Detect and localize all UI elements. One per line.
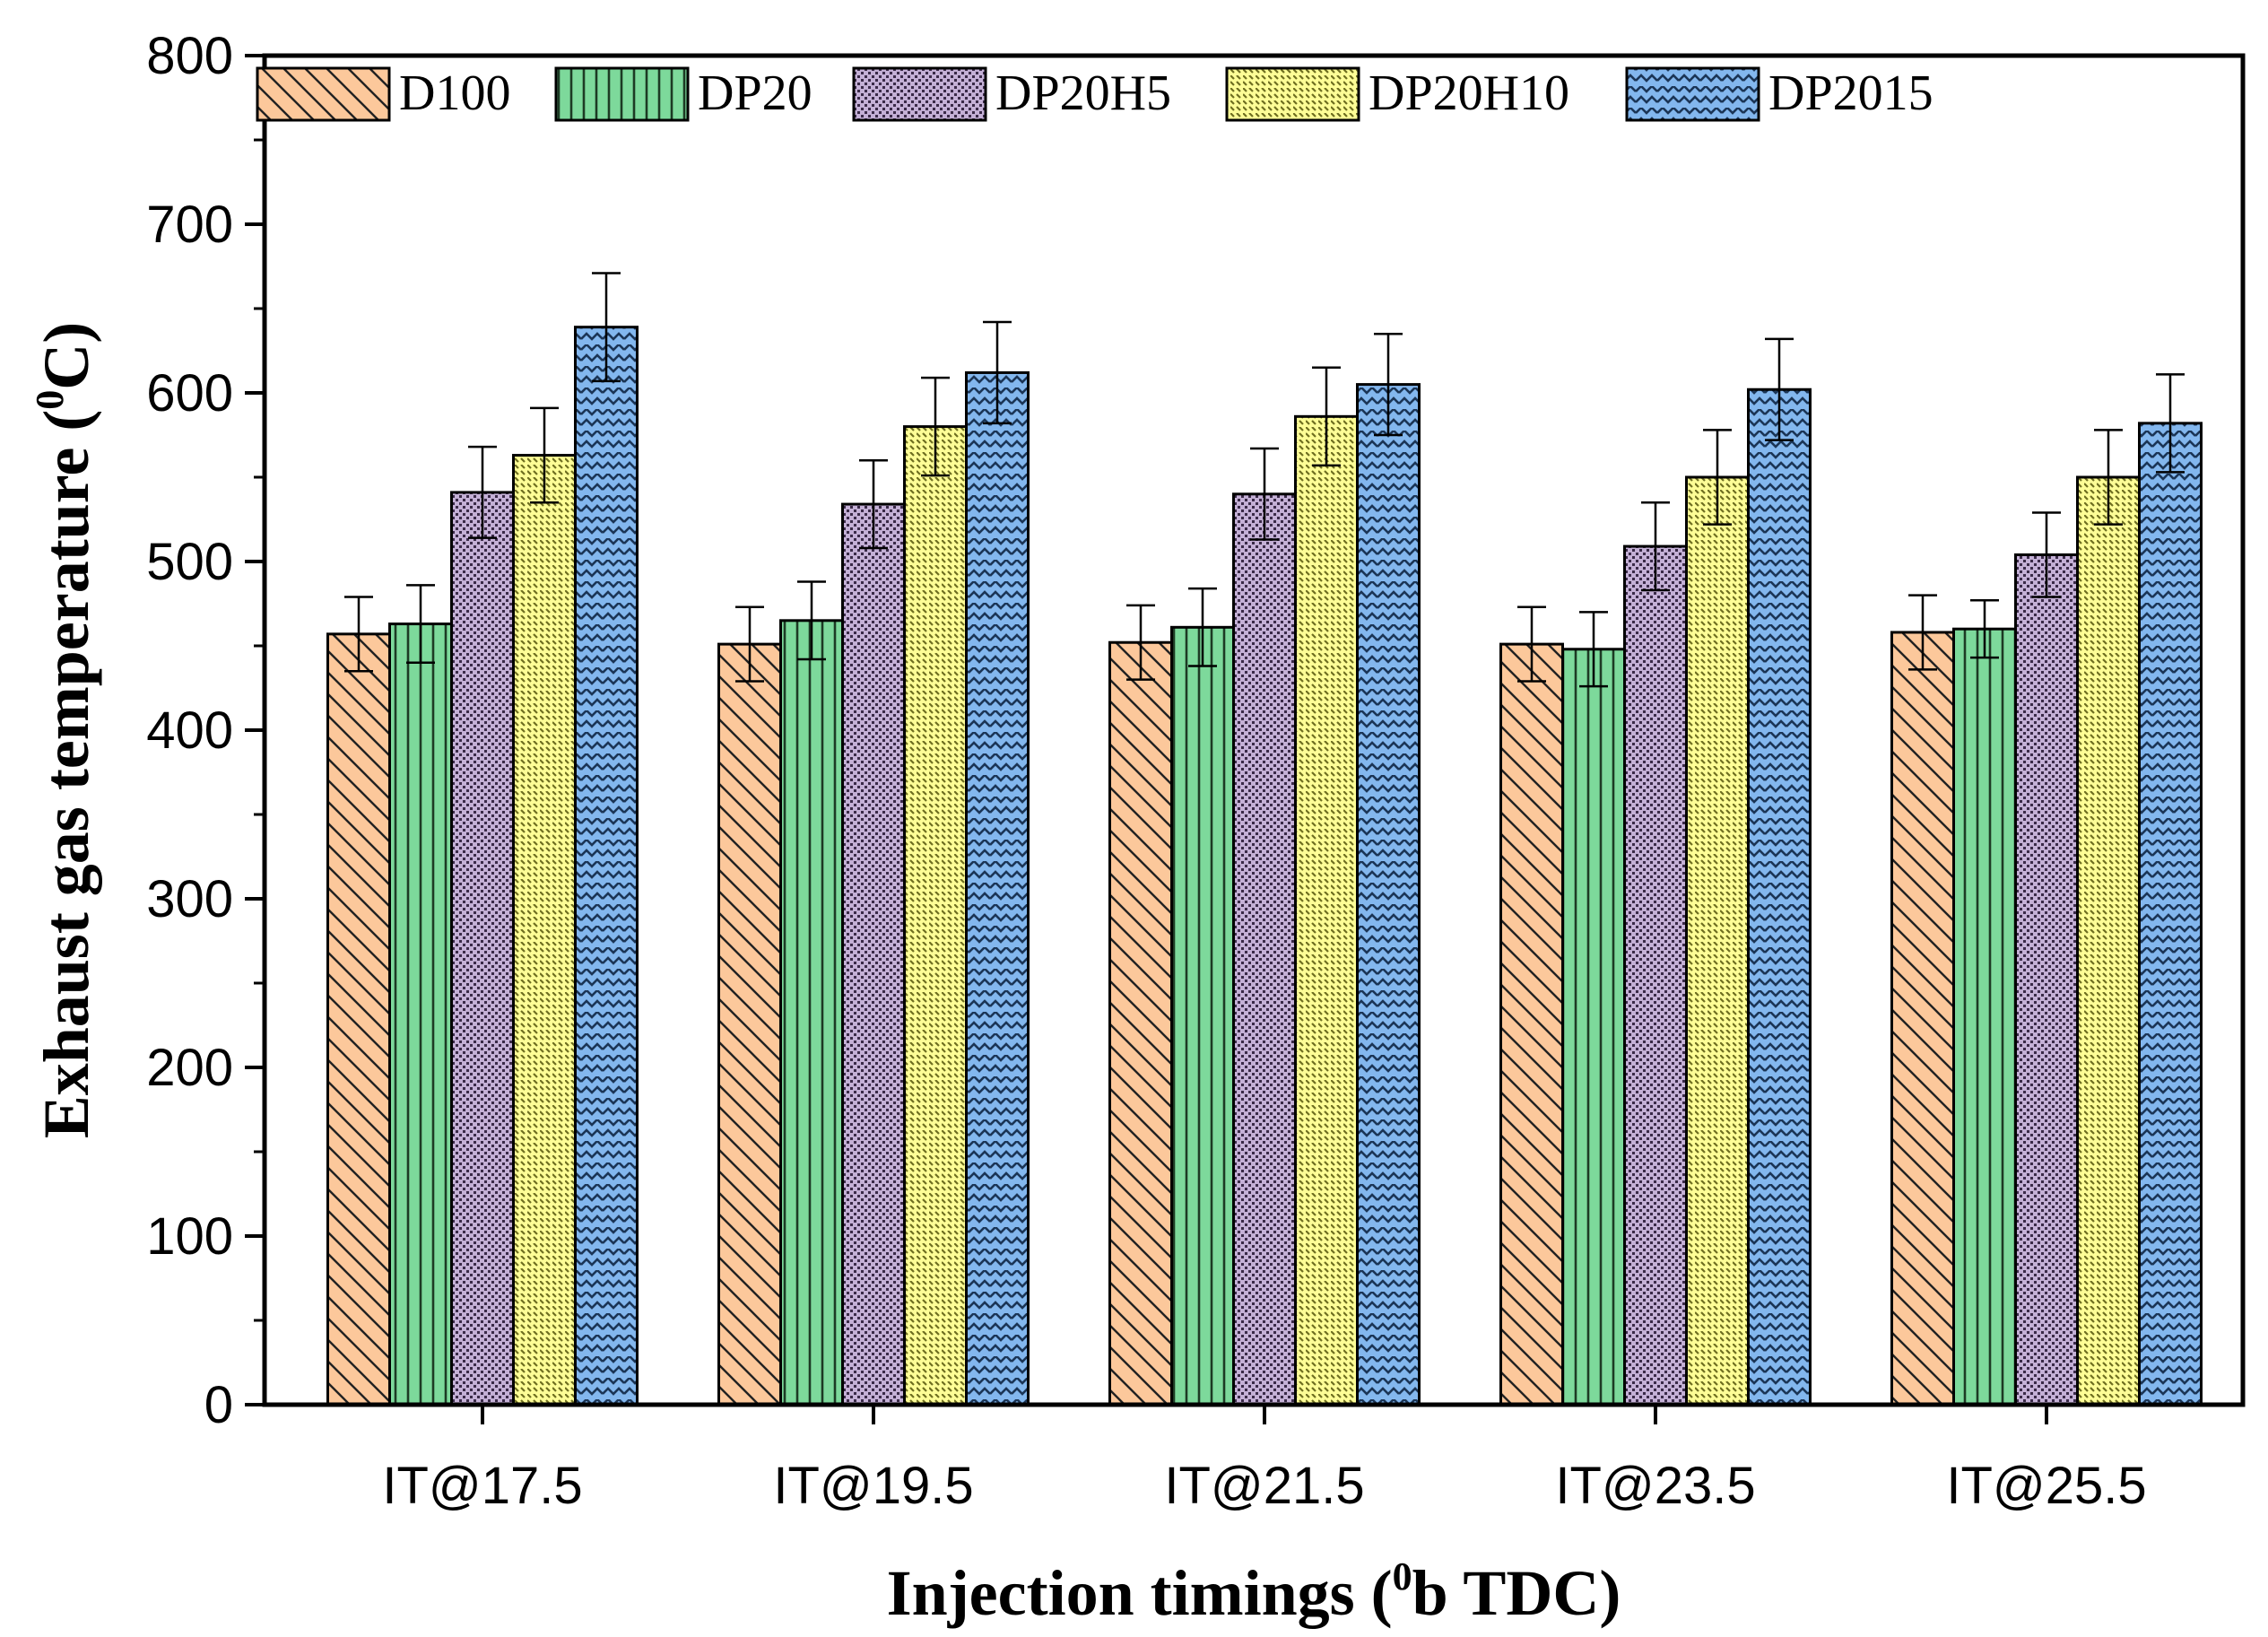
x-tick-label: IT@25.5: [1946, 1457, 2146, 1515]
y-tick-label: 500: [146, 533, 233, 591]
bar-dp20-1: [779, 619, 844, 1406]
legend-swatch: [852, 66, 987, 122]
y-tick-label: 200: [146, 1039, 233, 1097]
error-bar-dp20-2: [1188, 587, 1217, 667]
error-bar-dp20h5-1: [859, 458, 888, 550]
legend-label: DP20: [698, 65, 812, 121]
bar-dp2015-1: [965, 370, 1030, 1406]
bar-dp20h10-1: [903, 425, 968, 1406]
error-bar-dp20-3: [1579, 611, 1608, 688]
bar-dp2015-4: [2138, 422, 2203, 1406]
error-bar-d100-1: [735, 605, 764, 683]
y-tick-label: 100: [146, 1207, 233, 1266]
x-tick-label: IT@23.5: [1555, 1457, 1755, 1515]
legend-label: DP20H5: [995, 65, 1171, 121]
legend-item-dp2015: DP2015: [1625, 65, 1933, 122]
legend-swatch: [554, 66, 690, 122]
legend-label: DP20H10: [1369, 65, 1569, 121]
error-bar-d100-4: [1908, 594, 1937, 671]
legend-swatch: [1225, 66, 1360, 122]
bar-dp2015-2: [1356, 383, 1421, 1406]
legend-item-dp20h5: DP20H5: [852, 65, 1171, 122]
bar-dp20h5-1: [841, 502, 906, 1406]
error-bar-d100-0: [344, 596, 373, 673]
error-bar-dp20h10-1: [921, 376, 950, 477]
error-bar-dp2015-2: [1374, 332, 1403, 437]
legend-item-dp20h10: DP20H10: [1225, 65, 1569, 122]
error-bar-dp20-4: [1970, 598, 1999, 659]
error-bar-dp20h5-4: [2032, 511, 2061, 598]
error-bars-layer: [344, 272, 2185, 688]
x-tick-label: IT@21.5: [1164, 1457, 1364, 1515]
bar-dp20h5-2: [1232, 492, 1297, 1406]
legend: D100 DP20 DP20H5 DP20H10 DP2015: [256, 65, 1933, 122]
bar-dp20h10-4: [2076, 475, 2141, 1406]
bar-dp20-2: [1170, 625, 1235, 1406]
bar-dp20-3: [1561, 648, 1626, 1406]
bars-layer: [326, 326, 2203, 1406]
error-bar-dp20h10-0: [530, 406, 559, 504]
y-tick-label: 0: [204, 1376, 233, 1434]
y-axis-title: Exhaust gas temperature (0C): [28, 322, 102, 1139]
x-tick-label: IT@19.5: [773, 1457, 973, 1515]
error-bar-dp20-0: [406, 584, 435, 665]
bar-dp20h5-0: [450, 491, 515, 1406]
bar-dp20h10-2: [1294, 414, 1359, 1406]
legend-swatch: [1625, 66, 1760, 122]
bar-dp20h5-3: [1623, 544, 1688, 1406]
legend-item-dp20: DP20: [554, 65, 812, 122]
x-axis: IT@17.5 IT@19.5 IT@21.5 IT@23.5 IT@25.5: [382, 1405, 2147, 1515]
y-tick-label: 600: [146, 364, 233, 422]
bar-d100-2: [1108, 640, 1173, 1406]
bar-dp20h10-3: [1685, 475, 1750, 1406]
bar-dp20-0: [388, 623, 453, 1406]
error-bar-dp20h5-3: [1641, 501, 1670, 592]
legend-swatch: [256, 66, 391, 122]
bar-dp20h10-0: [512, 454, 577, 1406]
bar-dp20h5-4: [2014, 553, 2079, 1406]
error-bar-dp20h10-3: [1703, 429, 1732, 526]
y-tick-label: 300: [146, 870, 233, 928]
legend-label: DP2015: [1768, 65, 1933, 121]
error-bar-d100-2: [1126, 604, 1155, 681]
error-bar-dp2015-0: [592, 272, 621, 383]
error-bar-dp20h5-0: [468, 445, 497, 539]
legend-item-d100: D100: [256, 65, 510, 122]
error-bar-dp2015-3: [1765, 337, 1794, 441]
y-tick-label: 700: [146, 196, 233, 254]
x-axis-title: Injection timings (0b TDC): [887, 1554, 1621, 1629]
error-bar-d100-3: [1517, 605, 1546, 683]
legend-label: D100: [399, 65, 510, 121]
error-bar-dp20h5-2: [1250, 447, 1279, 541]
bar-d100-4: [1890, 631, 1955, 1406]
bar-d100-0: [326, 632, 391, 1406]
bar-dp2015-0: [574, 326, 639, 1406]
bar-d100-1: [717, 642, 782, 1406]
error-bar-dp2015-4: [2156, 373, 2185, 474]
error-bar-dp20h10-4: [2094, 429, 2123, 526]
bar-d100-3: [1499, 642, 1564, 1406]
error-bar-dp20-1: [797, 580, 826, 661]
x-tick-label: IT@17.5: [382, 1457, 582, 1515]
bar-dp2015-3: [1747, 387, 1812, 1406]
y-tick-label: 800: [146, 27, 233, 85]
y-tick-label: 400: [146, 701, 233, 760]
y-axis: 0 100 200 300 400 500 600 700 800: [146, 27, 265, 1434]
error-bar-dp20h10-2: [1312, 366, 1341, 467]
error-bar-dp2015-1: [983, 320, 1012, 425]
bar-dp20-4: [1952, 627, 2017, 1406]
